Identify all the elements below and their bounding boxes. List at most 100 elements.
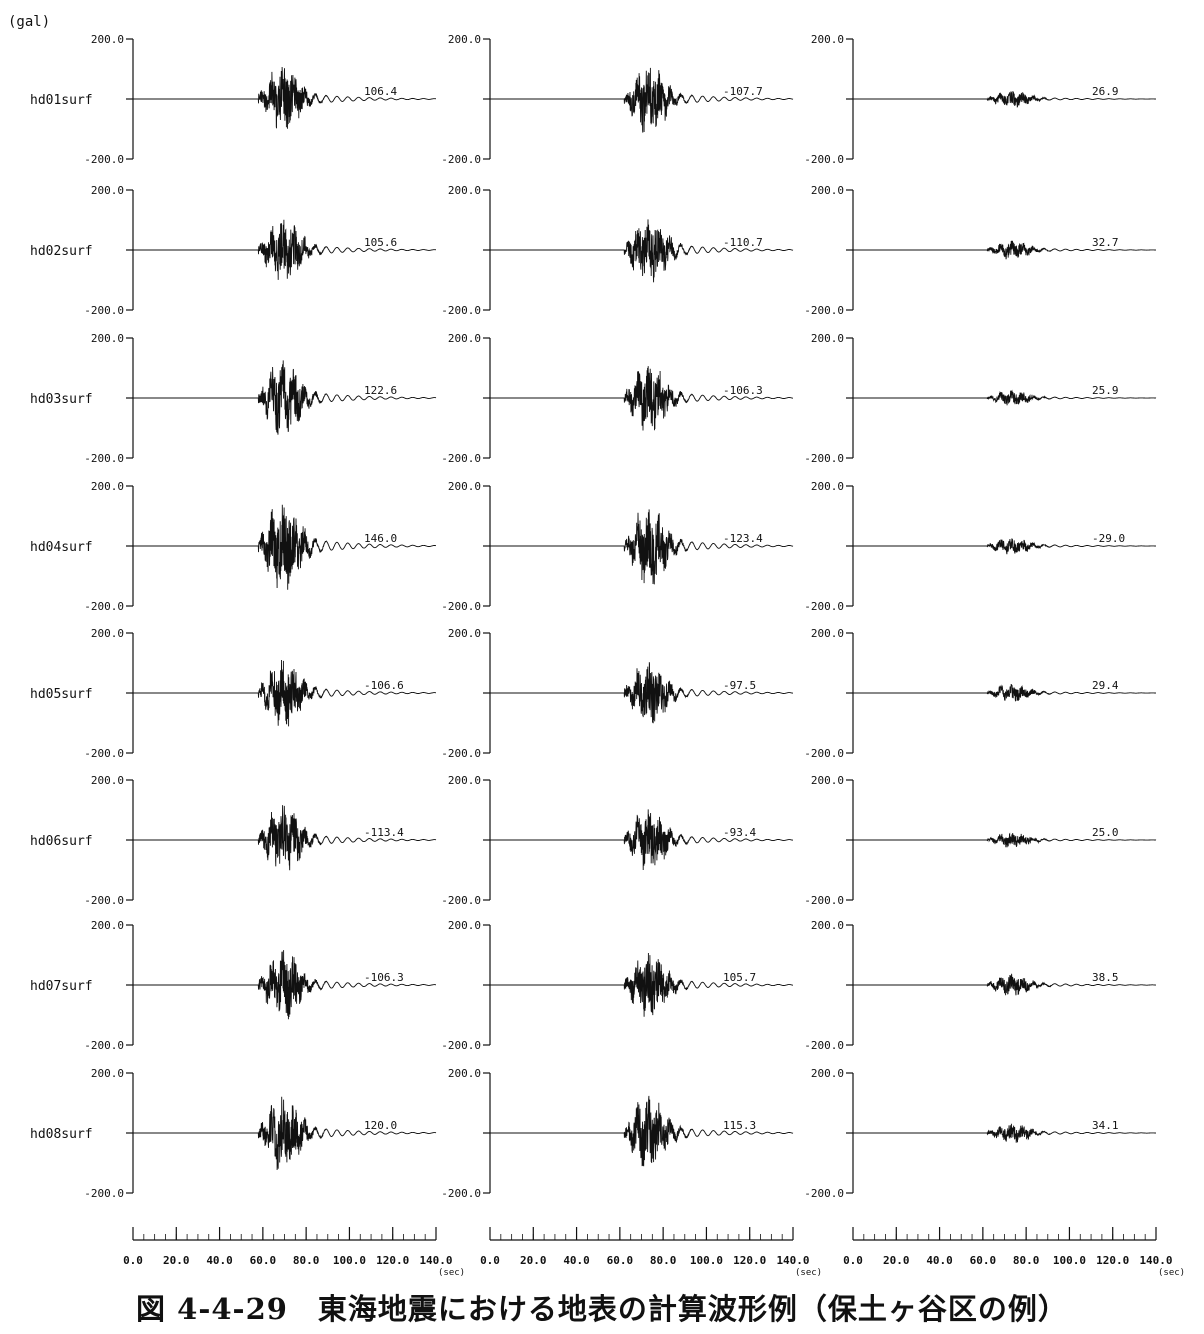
station-label: hd05surf [30,687,93,702]
y-tick-label-top: 200.0 [91,33,124,46]
waveform-hd07surf [133,950,437,1020]
y-tick-label-top: 200.0 [811,33,844,46]
y-tick-label-top: 200.0 [448,33,481,46]
peak-value-label: -123.4 [723,532,763,545]
x-tick-label: 140.0 [1139,1254,1172,1267]
peak-value-label: 115.3 [723,1119,756,1132]
x-tick-label: 80.0 [293,1254,320,1267]
x-tick-label: 0.0 [843,1254,863,1267]
x-tick-label: 100.0 [1053,1254,1086,1267]
waveform-hd01surf [133,66,437,129]
peak-value-label: -106.6 [364,679,404,692]
station-label: hd01surf [30,93,93,108]
waveform-hd07surf [490,952,793,1017]
y-tick-label-top: 200.0 [448,774,481,787]
y-tick-label-top: 200.0 [91,1067,124,1080]
station-label: hd03surf [30,392,93,407]
figure-caption: 図 4-4-29 東海地震における地表の計算波形例（保土ヶ谷区の例） [136,1292,1068,1326]
peak-value-label: 122.6 [364,384,397,397]
waveform-hd08surf [490,1095,794,1167]
y-tick-label-bottom: -200.0 [84,153,124,166]
peak-value-label: 34.1 [1092,1119,1119,1132]
x-tick-label: 120.0 [376,1254,409,1267]
x-tick-label: 40.0 [206,1254,233,1267]
y-tick-label-bottom: -200.0 [441,452,481,465]
y-tick-label-bottom: -200.0 [84,1039,124,1052]
x-tick-label: 140.0 [419,1254,452,1267]
waveform-hd01surf [490,67,794,133]
y-tick-label-top: 200.0 [811,627,844,640]
x-tick-label: 80.0 [1013,1254,1040,1267]
waveform-hd04surf [133,504,437,590]
x-tick-label: 120.0 [733,1254,766,1267]
y-tick-label-top: 200.0 [91,184,124,197]
station-label: hd07surf [30,979,93,994]
waveform-hd08surf [133,1096,437,1171]
y-tick-label-top: 200.0 [91,627,124,640]
y-tick-label-top: 200.0 [448,184,481,197]
y-tick-label-top: 200.0 [811,1067,844,1080]
y-tick-label-bottom: -200.0 [84,304,124,317]
y-tick-label-top: 200.0 [811,184,844,197]
x-unit-label: (sec) [438,1268,465,1278]
station-label: hd04surf [30,540,93,555]
x-tick-label: 60.0 [607,1254,634,1267]
peak-value-label: 146.0 [364,532,397,545]
y-tick-label-top: 200.0 [811,332,844,345]
waveform-hd07surf [853,973,1156,996]
y-tick-label-top: 200.0 [448,480,481,493]
y-tick-label-bottom: -200.0 [441,894,481,907]
y-tick-label-bottom: -200.0 [804,600,844,613]
peak-value-label: 120.0 [364,1119,397,1132]
x-tick-label: 40.0 [926,1254,953,1267]
peak-value-label: 26.9 [1092,85,1119,98]
waveform-hd01surf [853,91,1157,108]
peak-value-label: 106.4 [364,85,397,98]
y-tick-label-bottom: -200.0 [441,600,481,613]
y-tick-label-bottom: -200.0 [84,600,124,613]
y-tick-label-bottom: -200.0 [84,747,124,760]
y-tick-label-bottom: -200.0 [441,1039,481,1052]
y-tick-label-bottom: -200.0 [84,452,124,465]
waveform-hd05surf [490,662,794,724]
waveform-hd06surf [490,809,794,871]
station-label: hd02surf [30,244,93,259]
x-tick-label: 0.0 [123,1254,143,1267]
x-tick-label: 60.0 [250,1254,277,1267]
y-tick-label-bottom: -200.0 [441,1187,481,1200]
peak-value-label: 38.5 [1092,971,1119,984]
waveform-hd04surf [490,509,794,585]
y-tick-label-bottom: -200.0 [804,747,844,760]
waveform-hd03surf [853,389,1157,406]
peak-value-label: 25.0 [1092,826,1119,839]
peak-value-label: -113.4 [364,826,404,839]
peak-value-label: 29.4 [1092,679,1119,692]
peak-value-label: -106.3 [364,971,404,984]
waveform-hd04surf [853,538,1157,555]
y-tick-label-bottom: -200.0 [804,894,844,907]
y-tick-label-top: 200.0 [448,332,481,345]
x-tick-label: 20.0 [520,1254,547,1267]
peak-value-label: 105.6 [364,236,397,249]
y-tick-label-top: 200.0 [91,919,124,932]
x-tick-label: 120.0 [1096,1254,1129,1267]
waveform-hd02surf [490,219,794,283]
y-tick-label-bottom: -200.0 [84,894,124,907]
y-tick-label-bottom: -200.0 [441,304,481,317]
y-tick-label-top: 200.0 [811,774,844,787]
y-tick-label-top: 200.0 [91,480,124,493]
x-tick-label: 80.0 [650,1254,677,1267]
y-tick-label-bottom: -200.0 [441,153,481,166]
waveform-hd06surf [853,832,1157,848]
peak-value-label: -110.7 [723,236,763,249]
waveform-hd02surf [853,240,1157,260]
y-tick-label-bottom: -200.0 [441,747,481,760]
peak-value-label: 32.7 [1092,236,1119,249]
x-tick-label: 20.0 [883,1254,910,1267]
x-tick-label: 140.0 [776,1254,809,1267]
y-tick-label-bottom: -200.0 [804,1187,844,1200]
waveform-hd05surf [853,683,1157,702]
x-unit-label: (sec) [795,1268,822,1278]
y-unit-label: (gal) [8,14,51,30]
waveform-hd03surf [490,366,793,431]
